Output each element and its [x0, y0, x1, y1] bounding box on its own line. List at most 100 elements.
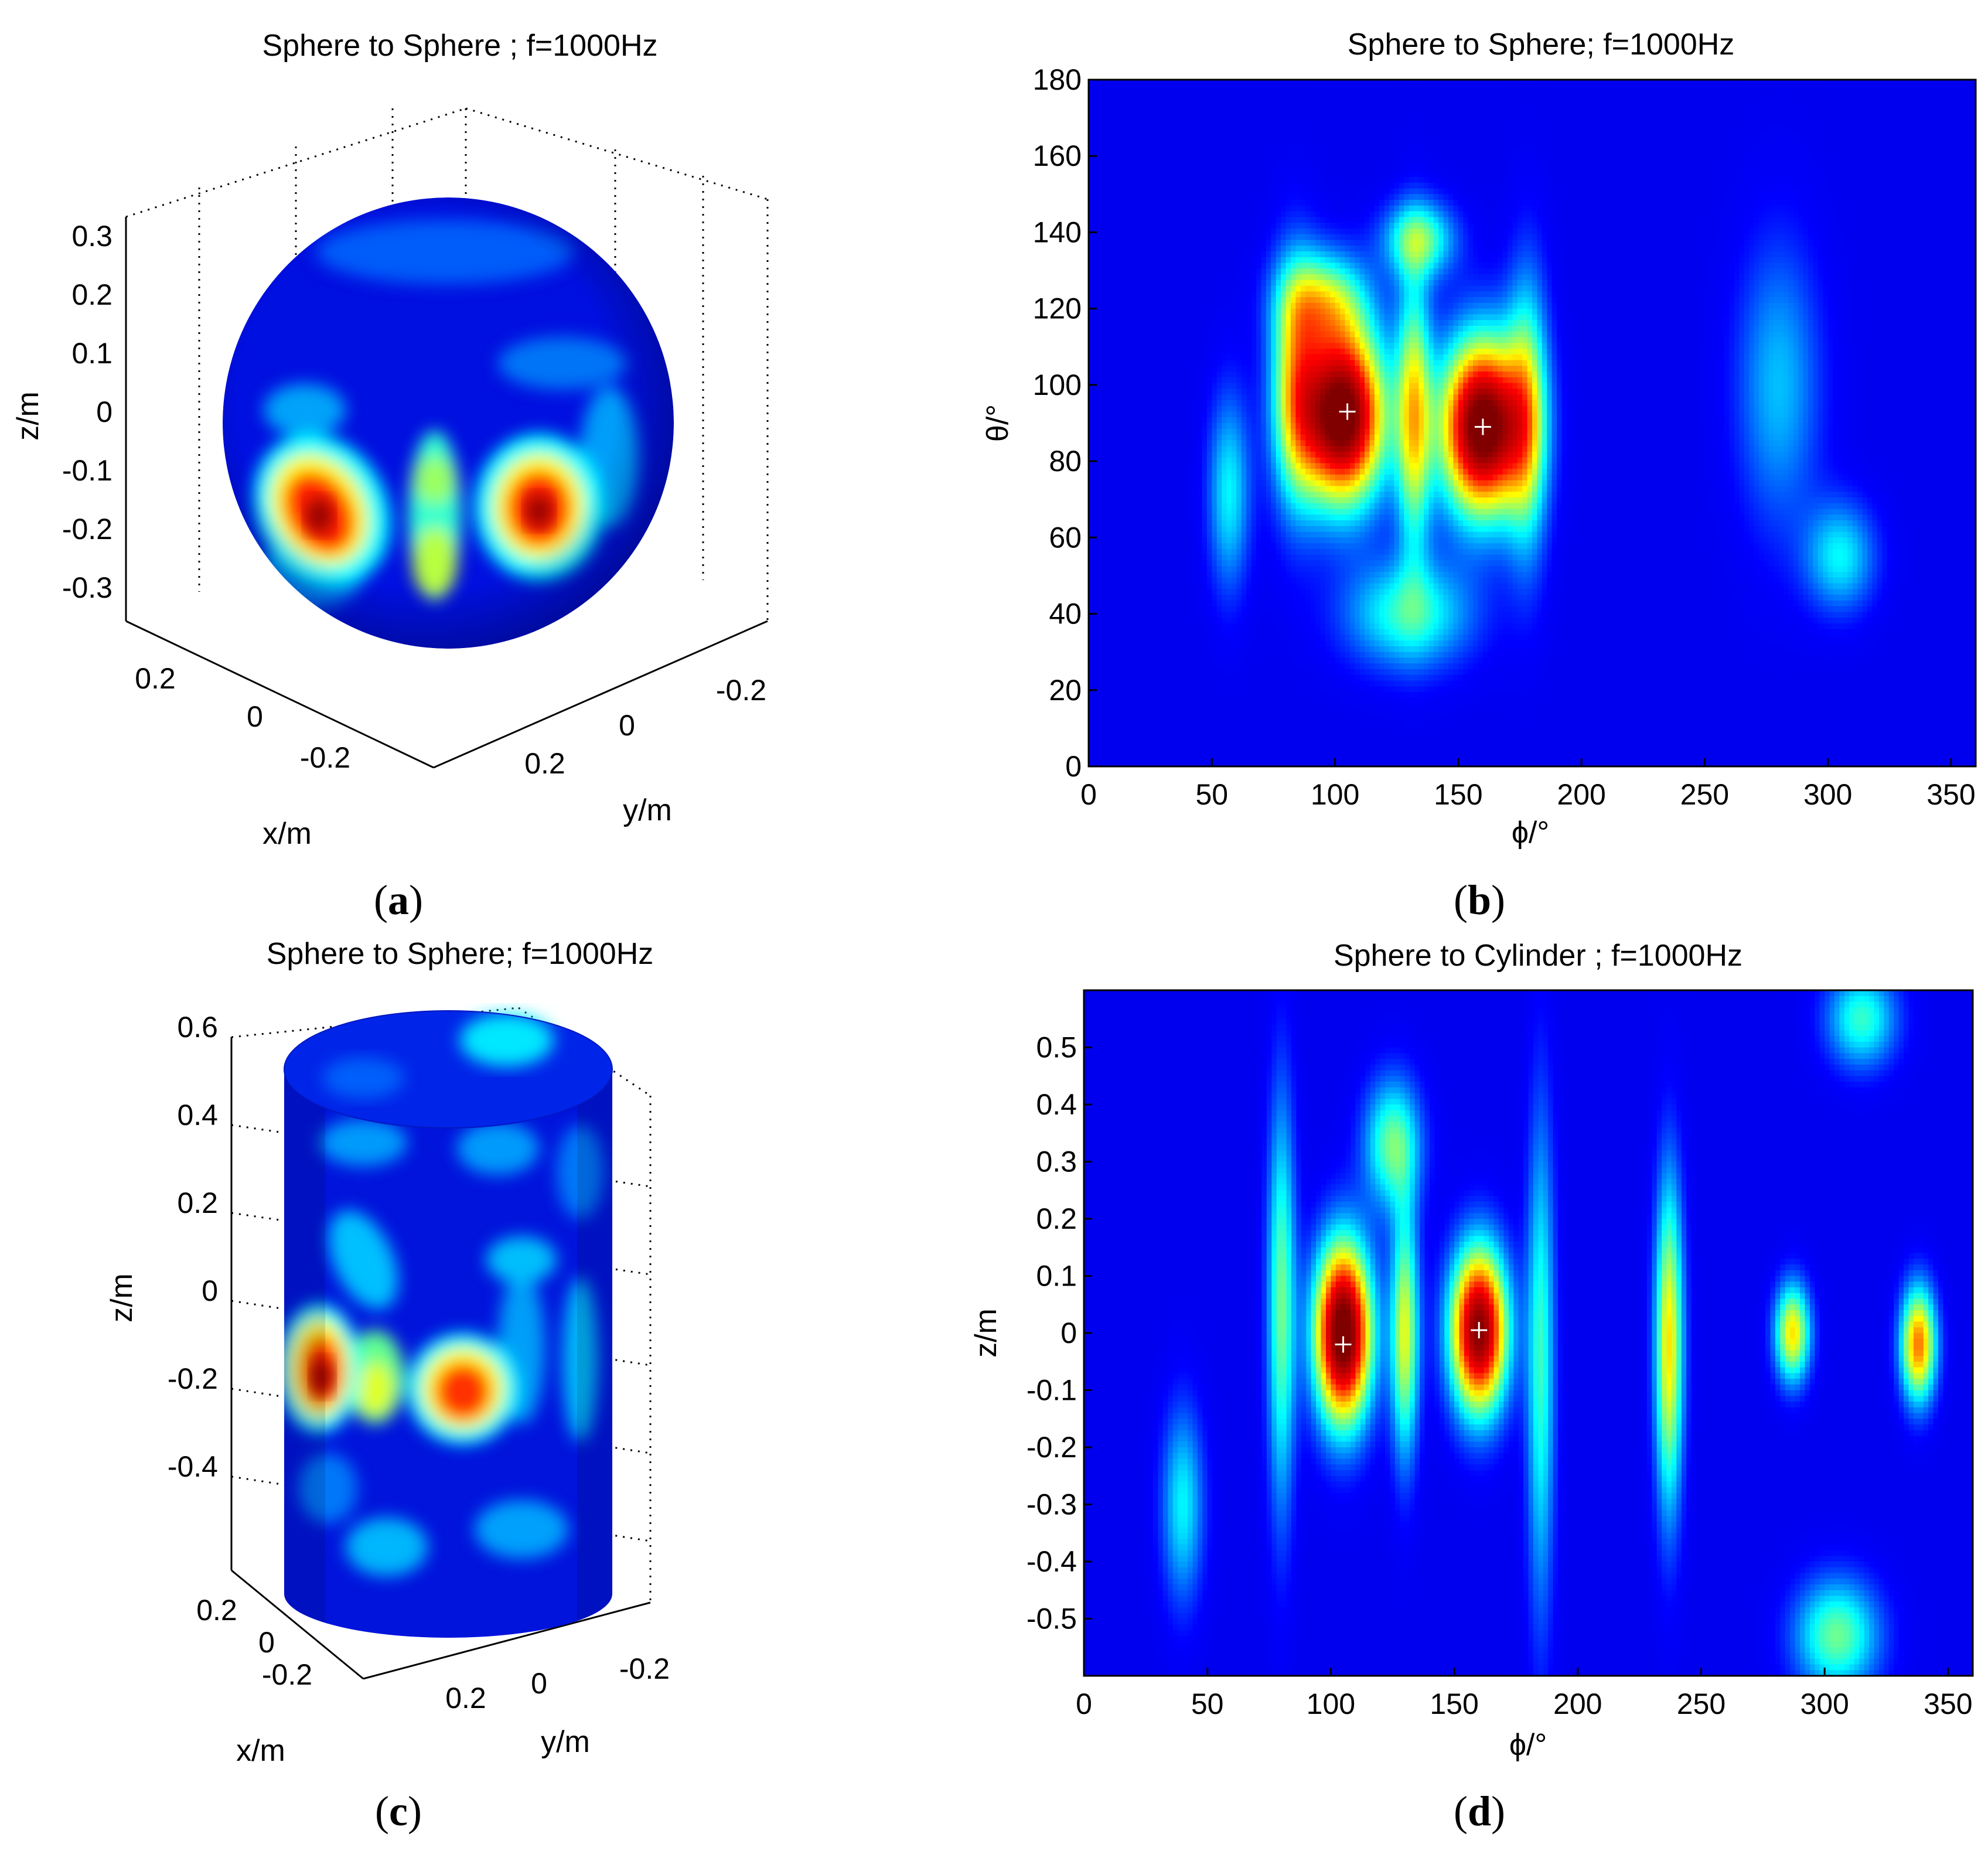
heatmap-cell	[1438, 217, 1444, 223]
heatmap-cell	[1093, 120, 1099, 126]
heatmap-cell	[1966, 194, 1971, 200]
heatmap-cell	[1138, 154, 1143, 161]
heatmap-cell	[1685, 103, 1690, 109]
heatmap-cell	[1419, 91, 1424, 98]
heatmap-cell	[1232, 86, 1237, 92]
heatmap-cell	[1399, 148, 1404, 155]
heatmap-cell	[1961, 154, 1966, 161]
heatmap-cell	[1651, 223, 1656, 229]
heatmap-cell	[1261, 229, 1266, 235]
heatmap-cell	[1325, 177, 1331, 183]
heatmap-cell	[1857, 103, 1863, 109]
heatmap-cell	[1946, 160, 1952, 166]
heatmap-cell	[1577, 80, 1582, 86]
heatmap-cell	[1291, 103, 1296, 109]
heatmap-cell	[1557, 91, 1562, 98]
heatmap-cell	[1424, 108, 1429, 115]
heatmap-cell	[1784, 171, 1789, 178]
heatmap-cell	[1720, 177, 1725, 183]
heatmap-cell	[1305, 120, 1311, 126]
heatmap-cell	[1601, 229, 1607, 235]
heatmap-cell	[1527, 97, 1533, 103]
heatmap-cell	[1399, 171, 1404, 178]
heatmap-cell	[1197, 194, 1202, 200]
heatmap-cell	[1907, 229, 1912, 235]
heatmap-cell	[1478, 125, 1484, 132]
heatmap-cell	[1591, 103, 1597, 109]
heatmap-cell	[1872, 114, 1877, 121]
heatmap-cell	[1187, 131, 1192, 138]
heatmap-cell	[1123, 223, 1128, 229]
heatmap-cell	[1301, 217, 1306, 223]
heatmap-cell	[1295, 183, 1301, 189]
heatmap-cell	[1616, 80, 1621, 86]
heatmap-cell	[1863, 131, 1868, 138]
heatmap-cell	[1409, 125, 1414, 132]
heatmap-cell	[1729, 160, 1734, 166]
heatmap-cell	[1601, 114, 1607, 121]
heatmap-cell	[1774, 200, 1779, 206]
heatmap-cell	[1291, 177, 1296, 183]
heatmap-cell	[1468, 97, 1474, 103]
heatmap-cell	[1912, 103, 1917, 109]
heatmap-cell	[1419, 217, 1424, 223]
heatmap-cell	[1187, 148, 1192, 155]
heatmap-cell	[1882, 177, 1887, 183]
heatmap-cell	[1261, 131, 1266, 138]
heatmap-cell	[1557, 229, 1562, 235]
heatmap-cell	[1887, 194, 1892, 200]
heatmap-cell	[1271, 177, 1276, 183]
heatmap-cell	[1813, 125, 1818, 132]
heatmap-cell	[1793, 217, 1799, 223]
heatmap-cell	[1897, 212, 1902, 218]
heatmap-cell	[1468, 223, 1474, 229]
heatmap-cell	[1197, 206, 1202, 212]
heatmap-cell	[1503, 154, 1508, 161]
heatmap-cell	[1152, 229, 1158, 235]
heatmap-cell	[1493, 177, 1498, 183]
heatmap-cell	[1926, 189, 1932, 195]
heatmap-cell	[1739, 80, 1744, 86]
heatmap-cell	[1340, 212, 1345, 218]
heatmap-cell	[1340, 154, 1345, 161]
heatmap-cell	[1838, 171, 1843, 178]
heatmap-cell	[1488, 114, 1493, 121]
heatmap-cell	[1498, 229, 1503, 235]
heatmap-cell	[1680, 160, 1685, 166]
heatmap-cell	[1138, 142, 1143, 149]
heatmap-cell	[1360, 166, 1365, 172]
heatmap-cell	[1187, 142, 1192, 149]
heatmap-cell	[1926, 142, 1932, 149]
tick-label: 0	[96, 396, 112, 428]
heatmap-cell	[1518, 160, 1523, 166]
heatmap-cell	[1926, 108, 1932, 115]
heatmap-cell	[1853, 154, 1858, 161]
heatmap-cell	[1177, 194, 1182, 200]
heatmap-cell	[1808, 137, 1813, 144]
heatmap-cell	[1252, 194, 1257, 200]
heatmap-cell	[1695, 206, 1700, 212]
heatmap-cell	[1212, 194, 1217, 200]
heatmap-cell	[1803, 189, 1809, 195]
heatmap-cell	[1956, 103, 1961, 109]
heatmap-cell	[1744, 114, 1750, 121]
heatmap-cell	[1143, 177, 1148, 183]
heatmap-cell	[1936, 120, 1942, 126]
heatmap-cell	[1941, 166, 1946, 172]
heatmap-cell	[1720, 154, 1725, 161]
heatmap-cell	[1389, 120, 1394, 126]
heatmap-cell	[1636, 212, 1641, 218]
heatmap-cell	[1360, 142, 1365, 149]
heatmap-cell	[1493, 160, 1498, 166]
heatmap-cell	[1833, 125, 1838, 132]
heatmap-cell	[1912, 148, 1917, 155]
heatmap-cell	[1473, 234, 1478, 241]
heatmap-cell	[1360, 189, 1365, 195]
heatmap-cell	[1152, 86, 1158, 92]
heatmap-cell	[1798, 154, 1803, 161]
heatmap-cell	[1424, 223, 1429, 229]
heatmap-cell	[1847, 114, 1853, 121]
heatmap-cell	[1414, 86, 1419, 92]
heatmap-cell	[1325, 183, 1331, 189]
heatmap-cell	[1882, 148, 1887, 155]
